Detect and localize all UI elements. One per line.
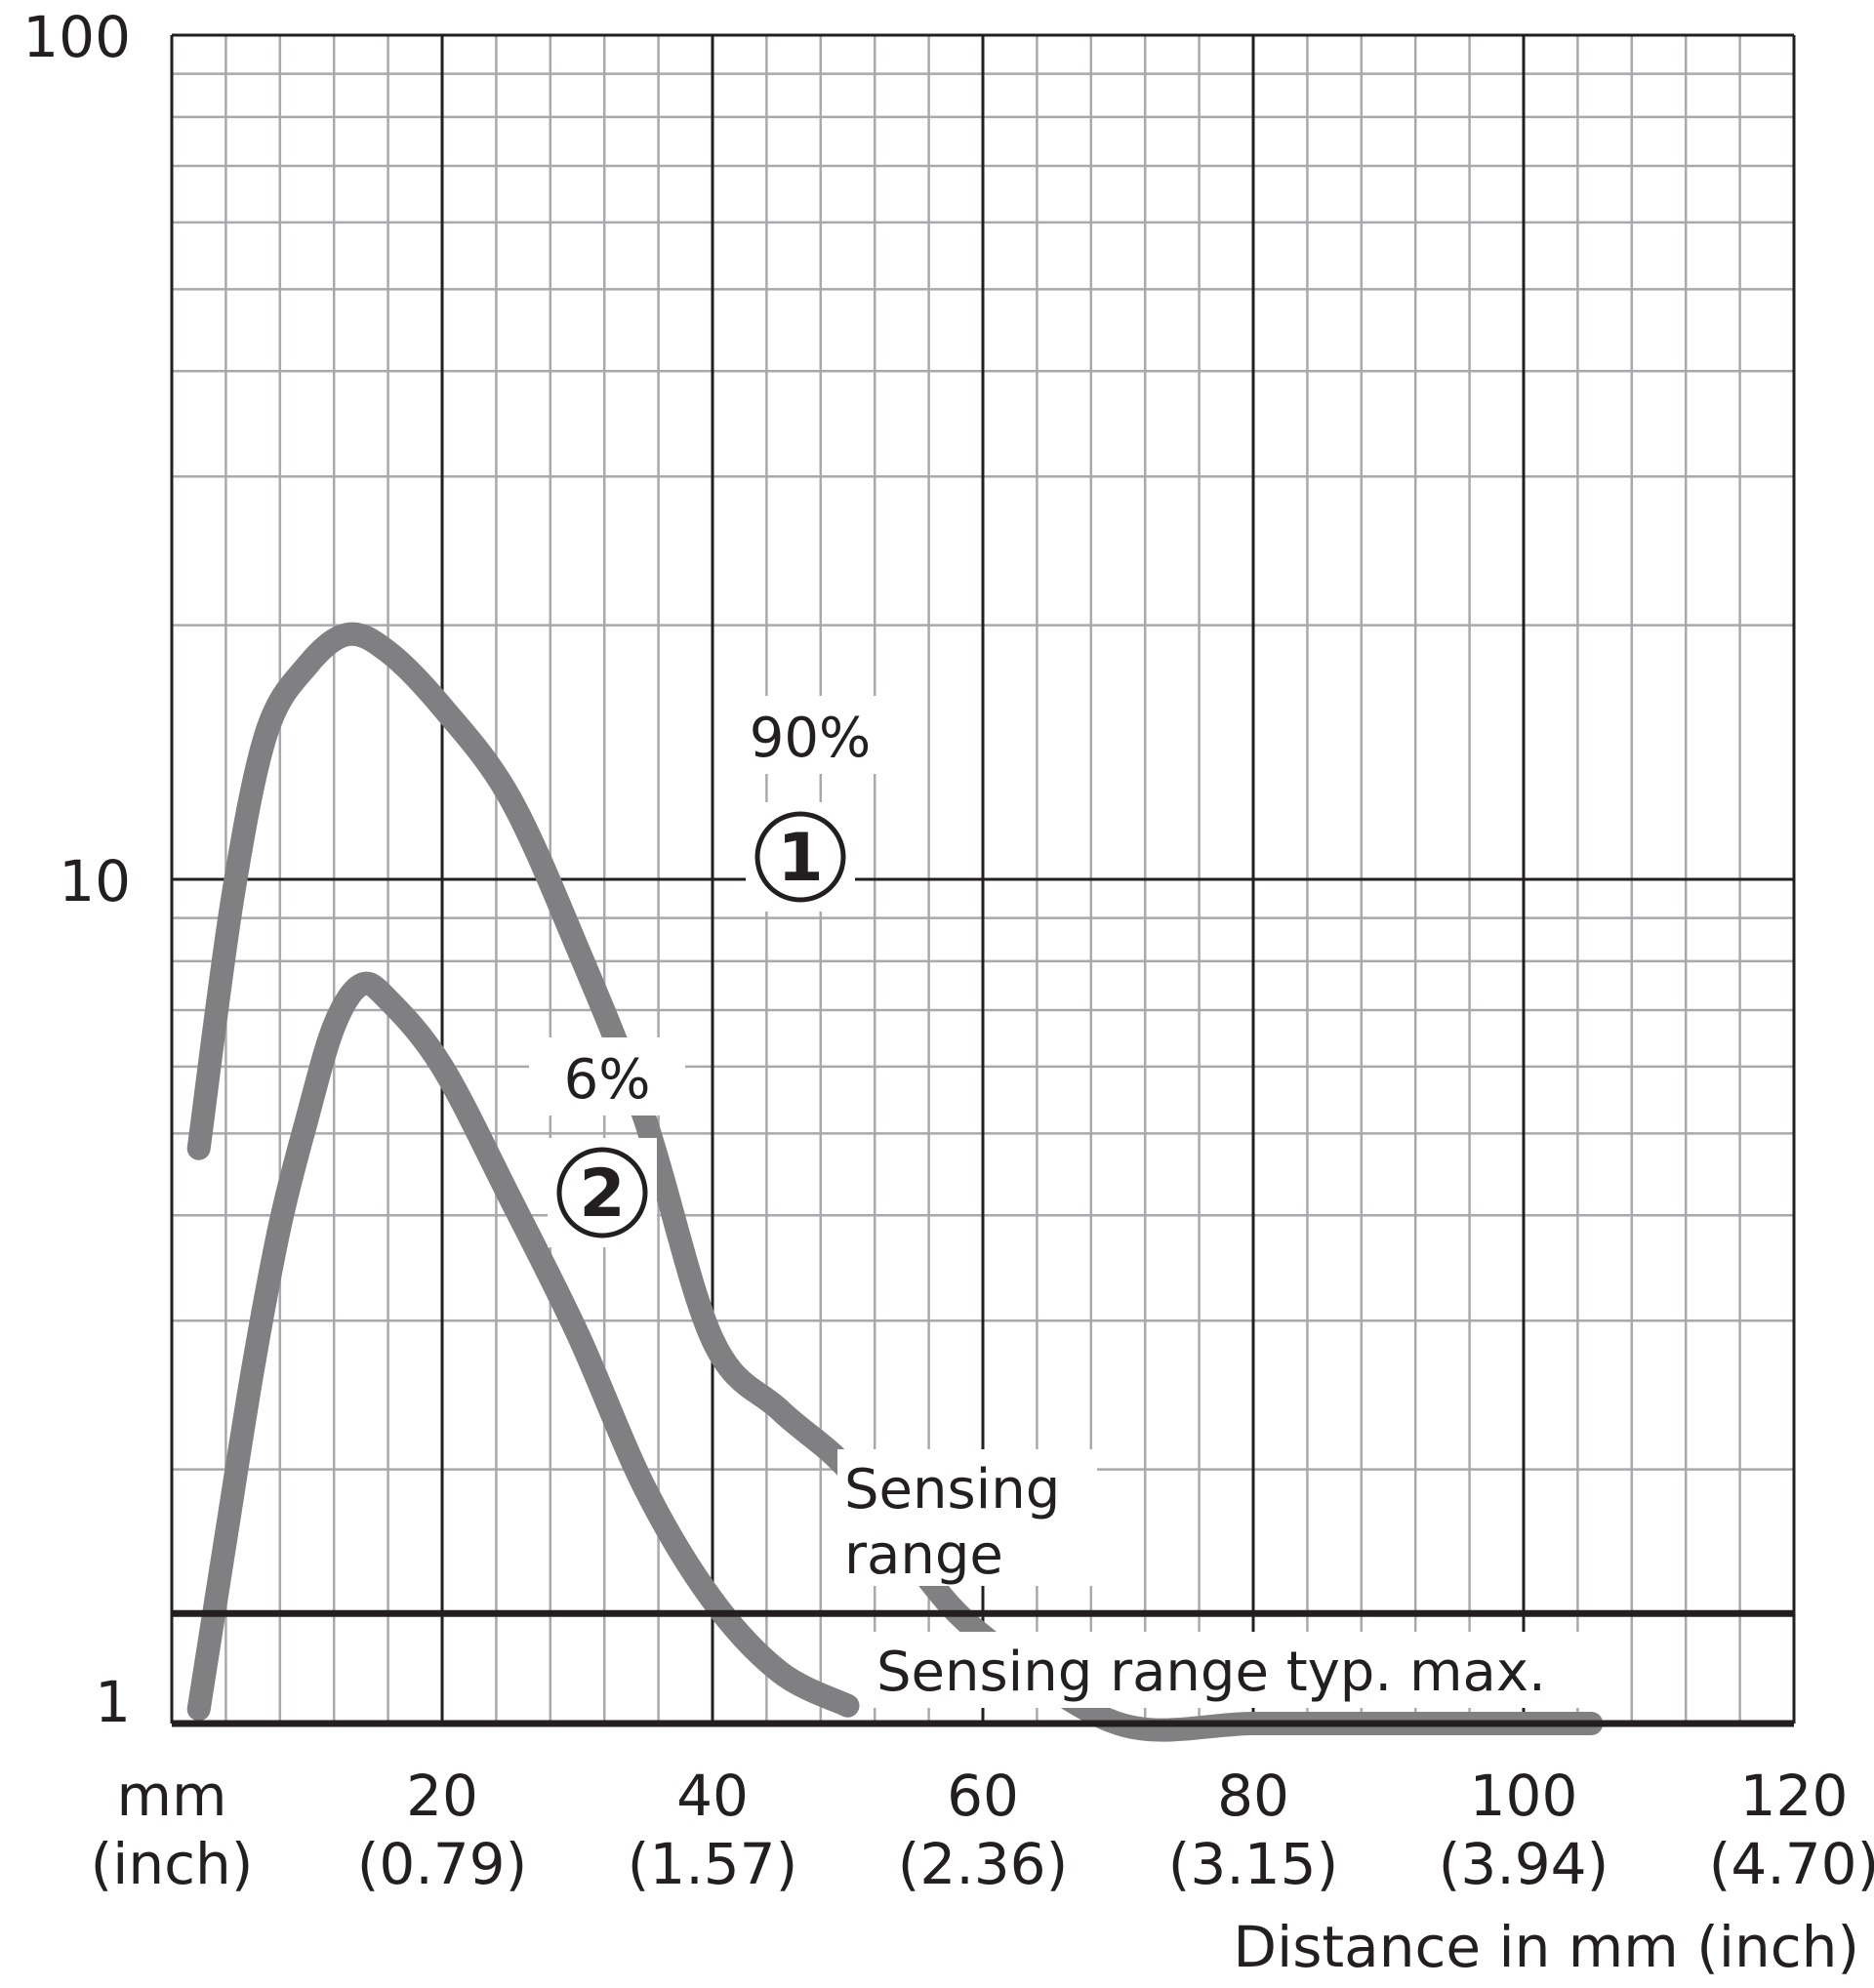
- x-tick-label: 40: [676, 1763, 749, 1829]
- x-tick-inch-label: (3.94): [1439, 1831, 1609, 1897]
- grid-major: [172, 33, 1794, 1724]
- tick-labels: 1 10 100 mm(inch) 20(0.79) 40(1.57) 60(2.36) 80…: [22, 4, 1874, 1980]
- series-marker-1: 1: [777, 820, 823, 897]
- series-label-1: 90%: [750, 707, 871, 770]
- series-label-bg: [732, 696, 888, 774]
- x-axis-title: Distance in mm (inch): [1233, 1914, 1859, 1980]
- x-tick-inch-label: (2.36): [898, 1831, 1068, 1897]
- series-marker-circle-1: [754, 811, 846, 903]
- series-marker-circle-2: [556, 1147, 648, 1238]
- y-tick-label: 1: [95, 1669, 131, 1735]
- axes: [170, 35, 1796, 1727]
- x-tick-label: 80: [1217, 1763, 1289, 1829]
- x-tick-inch-label: (0.79): [357, 1831, 527, 1897]
- sensing-range-max-label: Sensing range typ. max.: [876, 1641, 1546, 1704]
- sensing-range-label-bg: [837, 1449, 1097, 1586]
- x-tick-label: 20: [406, 1763, 478, 1829]
- y-tick-label: 10: [59, 848, 131, 914]
- x-tick-label: 60: [947, 1763, 1019, 1829]
- x-unit-inch-label: (inch): [91, 1831, 254, 1897]
- y-tick-label: 100: [22, 4, 131, 70]
- x-tick-inch-label: (3.15): [1168, 1831, 1338, 1897]
- series-label-bg: [529, 1037, 685, 1116]
- x-tick-label: 120: [1740, 1763, 1849, 1829]
- x-tick-inch-label: (4.70): [1709, 1831, 1874, 1897]
- x-tick-label: 100: [1470, 1763, 1578, 1829]
- x-tick-inch-label: (1.57): [628, 1831, 797, 1897]
- series-label-2: 6%: [564, 1048, 651, 1112]
- sensing-range-max-label-bg: [869, 1632, 1628, 1708]
- x-unit-label: mm: [117, 1763, 227, 1829]
- series-line-2: [186, 971, 860, 1722]
- series-marker-2: 2: [579, 1156, 625, 1233]
- sensing-range-label-line1: Sensing: [844, 1458, 1060, 1521]
- sensing-range-label-line2: range: [844, 1523, 1003, 1587]
